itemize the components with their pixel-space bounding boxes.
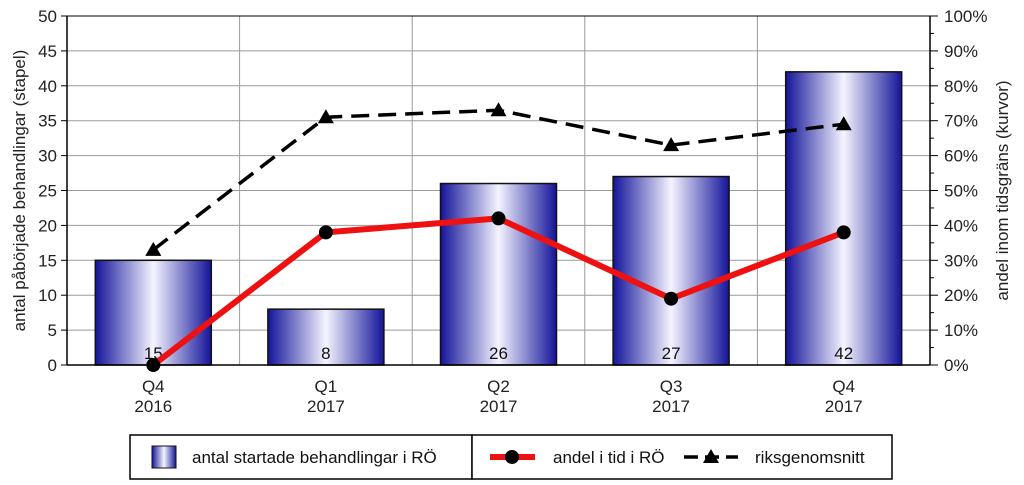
x-tick-label-line: 2017 [652, 397, 690, 416]
bar [94, 259, 213, 366]
x-tick-label-line: 2017 [480, 397, 518, 416]
legend: antal startade behandlingar i RÖ andel i … [129, 434, 893, 480]
x-tick-label: Q1 2017 [307, 377, 345, 416]
bar [439, 182, 558, 366]
data-point [491, 211, 506, 226]
bar [612, 175, 730, 366]
y2-tick-label: 100% [944, 7, 987, 26]
data-point [318, 225, 333, 240]
y2-tick-label: 90% [944, 42, 978, 61]
legend-label: antal startade behandlingar i RÖ [192, 448, 437, 467]
data-point [145, 241, 162, 256]
legend-label: riksgenomsnitt [755, 448, 865, 467]
bar-data-label: 27 [662, 344, 681, 363]
y2-tick-label: 40% [944, 216, 978, 235]
x-tick-label-line: Q1 [315, 377, 338, 396]
x-tick-label-line: Q4 [142, 377, 165, 396]
x-tick-label-line: Q2 [487, 377, 510, 396]
y-tick-label: 45 [38, 42, 57, 61]
x-tick-label-line: 2017 [825, 397, 863, 416]
y2-tick-label: 20% [944, 286, 978, 305]
y2-tick-label: 10% [944, 321, 978, 340]
line-series [145, 102, 852, 372]
y2-tick-label: 0% [944, 356, 969, 375]
legend-swatch-bar [151, 445, 177, 469]
bar-series [94, 71, 903, 366]
x-tick-label: Q4 2017 [825, 377, 863, 416]
axes: 0 5 10 15 20 25 30 35 40 45 50 0% 10% 20% 30% 40% 50% 60%… [10, 7, 1012, 416]
bar-data-label: 42 [834, 344, 853, 363]
y2-tick-label: 50% [944, 182, 978, 201]
data-point [317, 109, 334, 124]
y-tick-label: 30 [38, 147, 57, 166]
y2-tick-label: 70% [944, 112, 978, 131]
y-tick-label: 15 [38, 251, 57, 270]
bar-data-labels: 15 8 26 27 42 [144, 344, 853, 363]
x-tick-label-line: Q4 [832, 377, 855, 396]
legend-marker-triangle [703, 449, 719, 463]
x-tick-label-line: Q3 [660, 377, 683, 396]
legend-marker-circle [505, 450, 519, 464]
data-point [835, 116, 852, 131]
legend-box [129, 434, 473, 480]
y-tick-label: 5 [48, 321, 57, 340]
y-tick-label: 35 [38, 112, 57, 131]
y-tick-label: 10 [38, 286, 57, 305]
x-tick-label: Q4 2016 [134, 377, 172, 416]
y-tick-label: 0 [48, 356, 57, 375]
data-point [663, 137, 680, 152]
x-tick-label: Q2 2017 [480, 377, 518, 416]
x-tick-label: Q3 2017 [652, 377, 690, 416]
legend-box [471, 434, 893, 480]
y2-tick-label: 30% [944, 251, 978, 270]
bar [267, 308, 385, 366]
data-point [836, 225, 851, 240]
y-tick-label: 40 [38, 77, 57, 96]
x-tick-label-line: 2016 [134, 397, 172, 416]
legend-label: andel i tid i RÖ [553, 448, 665, 467]
y2-tick-label: 80% [944, 77, 978, 96]
y-tick-label: 20 [38, 216, 57, 235]
bar-data-label: 8 [321, 344, 330, 363]
y2-tick-label: 60% [944, 147, 978, 166]
y-tick-label: 25 [38, 182, 57, 201]
data-point [664, 291, 679, 306]
y2-axis-title: andel inom tidsgräns (kurvor) [993, 80, 1012, 300]
bar-data-label: 26 [489, 344, 508, 363]
bar [784, 71, 903, 366]
y-tick-label: 50 [38, 7, 57, 26]
data-point [490, 102, 507, 117]
x-tick-label-line: 2017 [307, 397, 345, 416]
y-axis-title: antal påbörjade behandlingar (stapel) [10, 50, 29, 332]
